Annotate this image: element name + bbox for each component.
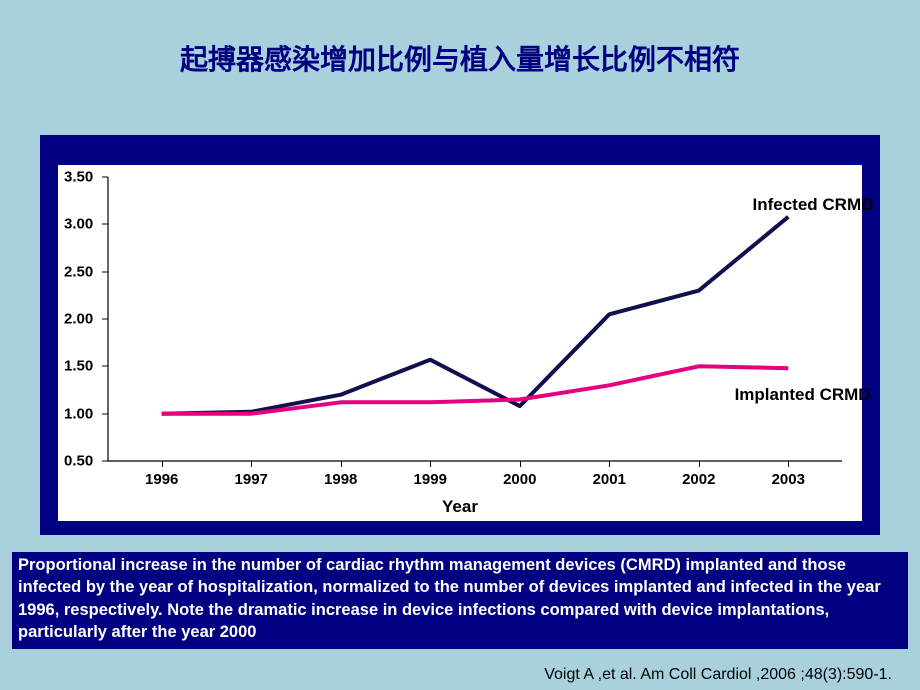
- x-axis-title: Year: [442, 497, 478, 517]
- series-annotation: Implanted CRMD: [735, 385, 871, 405]
- caption-text: Proportional increase in the number of c…: [12, 552, 908, 649]
- x-tick-label: 2001: [593, 471, 626, 488]
- series-line: [162, 366, 789, 413]
- chart-area: Year 0.50 1.00 1.50 2.00 2.50 3.00 3.50 1996 199…: [58, 165, 862, 521]
- x-tick-mark: [609, 461, 610, 467]
- citation-text: Voigt A ,et al. Am Coll Cardiol ,2006 ;4…: [544, 666, 892, 684]
- x-tick-label: 2002: [682, 471, 715, 488]
- x-tick-label: 1996: [145, 471, 178, 488]
- y-tick-label: 0.50: [64, 453, 93, 470]
- y-tick-mark: [102, 177, 108, 178]
- series-annotation: Infected CRMD: [752, 195, 873, 215]
- y-tick-label: 3.50: [64, 169, 93, 186]
- x-tick-mark: [162, 461, 163, 467]
- y-tick-mark: [102, 461, 108, 462]
- x-tick-mark: [788, 461, 789, 467]
- x-tick-label: 1999: [414, 471, 447, 488]
- y-tick-mark: [102, 319, 108, 320]
- y-tick-label: 1.00: [64, 405, 93, 422]
- y-tick-label: 3.00: [64, 216, 93, 233]
- y-tick-mark: [102, 366, 108, 367]
- x-tick-mark: [341, 461, 342, 467]
- x-tick-label: 1998: [324, 471, 357, 488]
- x-tick-mark: [520, 461, 521, 467]
- y-tick-mark: [102, 224, 108, 225]
- plot-svg: [108, 177, 842, 461]
- y-tick-mark: [102, 271, 108, 272]
- x-tick-label: 1997: [235, 471, 268, 488]
- x-tick-label: 2000: [503, 471, 536, 488]
- y-tick-label: 2.50: [64, 263, 93, 280]
- plot-region: [108, 177, 842, 461]
- y-tick-mark: [102, 413, 108, 414]
- series-line: [162, 217, 789, 414]
- x-tick-mark: [251, 461, 252, 467]
- y-tick-label: 1.50: [64, 358, 93, 375]
- chart-frame: Year 0.50 1.00 1.50 2.00 2.50 3.00 3.50 1996 199…: [40, 135, 880, 535]
- x-tick-mark: [430, 461, 431, 467]
- y-tick-label: 2.00: [64, 311, 93, 328]
- x-tick-label: 2003: [772, 471, 805, 488]
- slide-title: 起搏器感染增加比例与植入量增长比例不相符: [0, 0, 920, 78]
- x-tick-mark: [699, 461, 700, 467]
